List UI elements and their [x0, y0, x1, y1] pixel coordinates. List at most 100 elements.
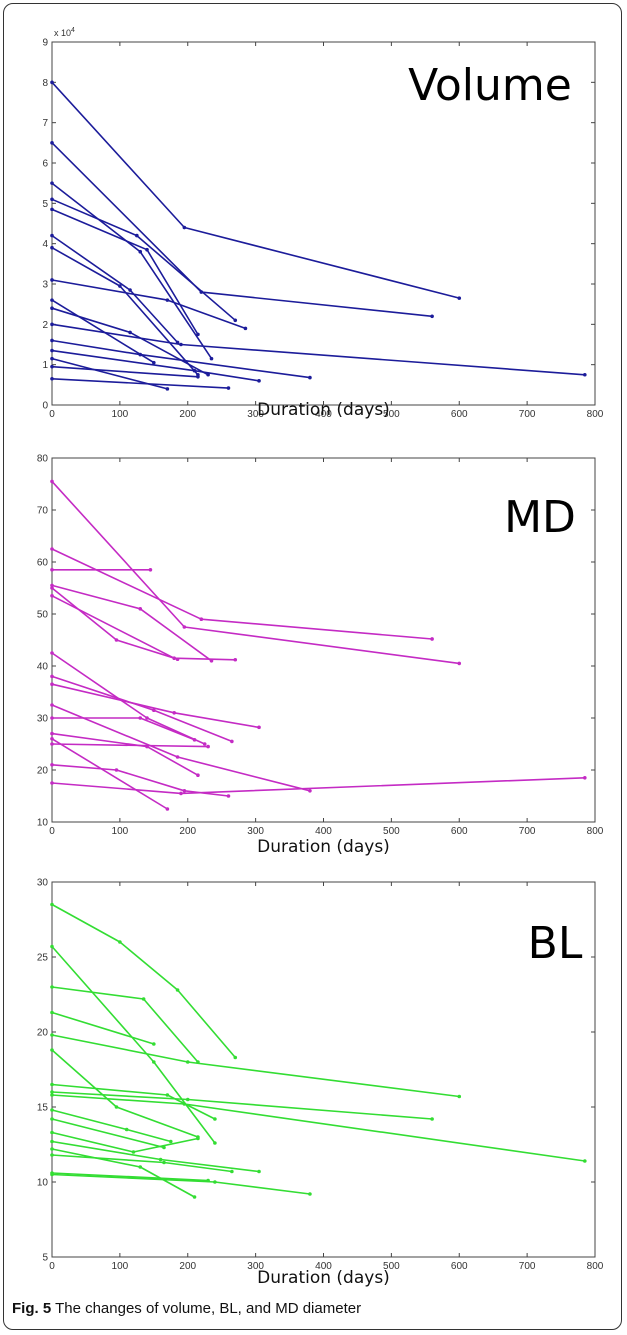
md-series-point-14 — [50, 763, 54, 767]
bl-series-point-14 — [50, 1153, 54, 1157]
md-series-point-14 — [182, 789, 187, 793]
volume-x-tick-label: 700 — [519, 409, 536, 420]
md-series-line-5 — [51, 595, 236, 661]
md-series-point-15 — [179, 791, 183, 796]
md-series-point-10 — [138, 716, 143, 720]
volume-series-point-6 — [50, 233, 54, 238]
volume-series-point-9 — [50, 298, 54, 302]
bl-series-line-16 — [51, 1173, 311, 1195]
bl-y-tick-label: 30 — [37, 878, 49, 889]
volume-series-point-4 — [50, 197, 54, 202]
md-y-tick-label: 30 — [37, 714, 49, 725]
volume-series-point-10 — [50, 306, 54, 311]
md-x-tick-label: 200 — [179, 826, 196, 837]
md-series-point-4 — [50, 583, 54, 588]
md-series-point-8 — [172, 711, 176, 715]
volume-series-point-11 — [50, 322, 54, 327]
volume-x-tick-label: 200 — [179, 409, 196, 420]
md-series-point-7 — [50, 651, 54, 655]
bl-series-point-9 — [182, 1102, 187, 1106]
md-series-point-13 — [196, 773, 200, 777]
md-series-line-14 — [51, 764, 229, 797]
md-series-point-7 — [202, 742, 207, 746]
md-series-point-9 — [152, 708, 156, 712]
md-series-point-8 — [50, 682, 54, 686]
md-series-point-7 — [145, 716, 149, 720]
bl-x-tick-label: 600 — [451, 1261, 468, 1272]
bl-series-point-16 — [213, 1180, 217, 1184]
volume-series-point-13 — [257, 379, 261, 383]
bl-panel-title: BL — [528, 918, 583, 969]
volume-series-point-16 — [50, 376, 54, 381]
bl-series-point-3 — [50, 985, 54, 989]
bl-series-point-8 — [50, 1090, 54, 1094]
volume-series-point-14 — [50, 356, 54, 361]
volume-series-point-1 — [457, 296, 462, 300]
caption-text: The changes of volume, BL, and MD diamet… — [55, 1300, 362, 1317]
volume-y-tick-label: 9 — [42, 38, 48, 49]
md-y-tick-label: 50 — [37, 610, 49, 621]
md-series-point-6 — [175, 657, 180, 662]
volume-series-point-4 — [135, 233, 139, 238]
md-y-tick-label: 40 — [37, 662, 49, 673]
bl-series-point-13 — [158, 1157, 163, 1162]
bl-x-tick-label: 300 — [247, 1261, 264, 1272]
volume-exponent-power: 4 — [71, 27, 75, 34]
md-series-line-12 — [51, 743, 209, 748]
md-series-point-3 — [50, 568, 54, 572]
volume-series-point-4 — [233, 318, 238, 323]
bl-series-point-9 — [583, 1159, 587, 1163]
volume-series-point-11 — [583, 372, 587, 377]
volume-panel-title: Volume — [408, 60, 572, 111]
volume-series-point-14 — [165, 387, 170, 391]
figure-frame — [3, 3, 622, 1330]
volume-series-point-8 — [243, 326, 248, 331]
bl-chart: 0 100 200 300 400 500 600 700 800 5 10 15 20 25 30 BL Du… — [37, 878, 604, 1289]
bl-series-point-13 — [257, 1169, 261, 1174]
volume-y-tick-label: 0 — [42, 401, 48, 412]
bl-x-tick-label: 700 — [519, 1261, 536, 1272]
md-y-tick-label: 20 — [37, 766, 49, 777]
volume-series-point-2 — [430, 314, 434, 319]
volume-y-tick-label: 1 — [42, 360, 48, 371]
md-series-point-6 — [114, 638, 119, 642]
bl-y-tick-label: 25 — [37, 953, 49, 964]
volume-series-line-15 — [51, 365, 198, 378]
bl-series-point-5 — [457, 1094, 462, 1099]
md-series-point-4 — [138, 607, 143, 611]
volume-y-tick-label: 6 — [42, 159, 48, 170]
md-series-line-7 — [51, 652, 206, 745]
md-series-point-1 — [182, 625, 187, 629]
volume-x-tick-label: 300 — [247, 409, 264, 420]
md-series-point-11 — [308, 789, 312, 793]
volume-y-tick-label: 8 — [42, 78, 48, 89]
volume-series-point-5 — [145, 247, 149, 252]
volume-y-tick-label: 7 — [42, 118, 48, 129]
volume-y-tick-label: 5 — [42, 199, 48, 210]
bl-series-point-10 — [50, 1108, 54, 1112]
volume-series-point-8 — [165, 298, 170, 302]
volume-exponent-label: x 104 — [54, 27, 75, 38]
md-series-point-1 — [50, 479, 54, 484]
md-series-point-14 — [114, 768, 119, 772]
md-series-line-16 — [51, 738, 168, 810]
bl-series-point-14 — [230, 1169, 234, 1174]
bl-series-line-8 — [51, 1091, 433, 1120]
volume-series-point-7 — [118, 284, 122, 288]
md-chart: 0 100 200 300 400 500 600 700 800 10 20 30 40 50 60 70 8… — [37, 454, 604, 858]
bl-series-point-12 — [196, 1136, 200, 1141]
volume-series-line-9 — [51, 299, 155, 364]
md-x-tick-label: 500 — [383, 826, 400, 837]
volume-series-line-16 — [51, 378, 229, 389]
bl-x-tick-label: 500 — [383, 1261, 400, 1272]
md-series-line-4 — [51, 584, 212, 662]
bl-series-point-3 — [141, 997, 146, 1001]
md-series-line-9 — [51, 675, 233, 743]
md-y-tick-label: 10 — [37, 818, 49, 829]
bl-series-point-9 — [50, 1093, 54, 1097]
md-series-point-9 — [50, 674, 54, 679]
bl-series-point-1 — [50, 902, 54, 907]
volume-x-tick-label: 0 — [49, 409, 55, 420]
md-x-axis-label: Duration (days) — [257, 837, 390, 857]
md-y-tick-label: 70 — [37, 506, 49, 517]
